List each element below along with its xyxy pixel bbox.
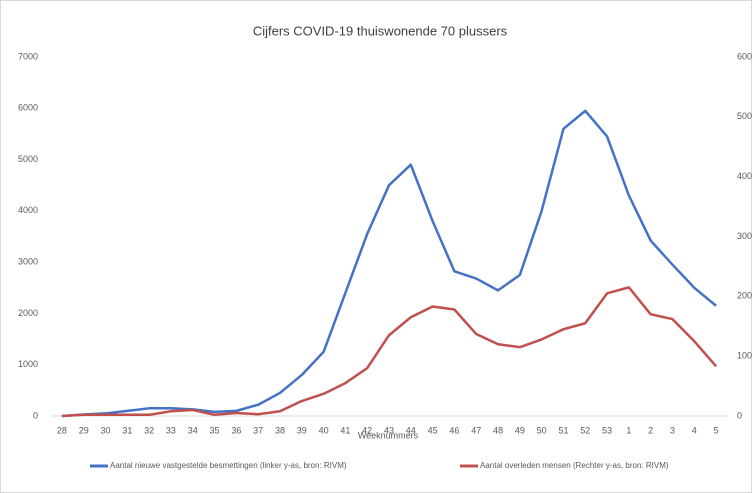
x-tick-label: 51 — [558, 425, 568, 435]
x-tick-label: 40 — [319, 425, 329, 435]
x-tick-label: 41 — [340, 425, 350, 435]
x-tick-label: 39 — [297, 425, 307, 435]
x-tick-label: 42 — [362, 425, 372, 435]
y2-tick-label: 500 — [737, 111, 752, 121]
x-tick-label: 1 — [626, 425, 631, 435]
x-tick-label: 48 — [493, 425, 503, 435]
x-tick-label: 2 — [648, 425, 653, 435]
y-tick-label: 0 — [33, 410, 38, 420]
y2-tick-label: 0 — [737, 410, 742, 420]
x-tick-label: 38 — [275, 425, 285, 435]
x-tick-label: 32 — [144, 425, 154, 435]
x-tick-label: 37 — [253, 425, 263, 435]
y-tick-label: 4000 — [18, 205, 38, 215]
legend-label: Aantal overleden mensen (Rechter y-as, b… — [480, 461, 669, 470]
x-tick-label: 52 — [580, 425, 590, 435]
y-tick-label: 3000 — [18, 257, 38, 267]
x-tick-label: 53 — [602, 425, 612, 435]
y2-tick-label: 100 — [737, 351, 752, 361]
x-tick-label: 28 — [57, 425, 67, 435]
x-tick-label: 43 — [384, 425, 394, 435]
x-tick-label: 5 — [714, 425, 719, 435]
y2-tick-label: 200 — [737, 291, 752, 301]
data-line — [61, 286, 718, 418]
chart-title: Cijfers COVID-19 thuiswonende 70 plusser… — [253, 23, 508, 38]
y-tick-label: 7000 — [18, 51, 38, 61]
y-tick-label: 1000 — [18, 359, 38, 369]
x-axis-label: Weeknummers — [358, 430, 419, 440]
x-tick-label: 29 — [79, 425, 89, 435]
x-tick-label: 36 — [231, 425, 241, 435]
x-tick-label: 30 — [101, 425, 111, 435]
x-tick-label: 3 — [670, 425, 675, 435]
x-tick-label: 49 — [515, 425, 525, 435]
x-tick-label: 44 — [406, 425, 416, 435]
legend-label: Aantal nieuwe vastgestelde besmettingen … — [110, 461, 347, 470]
y2-tick-label: 400 — [737, 171, 752, 181]
y2-tick-label: 300 — [737, 231, 752, 241]
x-tick-label: 33 — [166, 425, 176, 435]
y-tick-label: 2000 — [18, 308, 38, 318]
x-tick-label: 34 — [188, 425, 198, 435]
x-tick-label: 46 — [449, 425, 459, 435]
x-tick-label: 47 — [471, 425, 481, 435]
data-line — [61, 109, 717, 418]
x-tick-label: 35 — [210, 425, 220, 435]
x-tick-label: 50 — [537, 425, 547, 435]
x-tick-label: 4 — [692, 425, 697, 435]
x-tick-label: 31 — [122, 425, 132, 435]
y2-tick-label: 600 — [737, 51, 752, 61]
y-tick-label: 6000 — [18, 103, 38, 113]
x-tick-label: 45 — [428, 425, 438, 435]
y-tick-label: 5000 — [18, 154, 38, 164]
